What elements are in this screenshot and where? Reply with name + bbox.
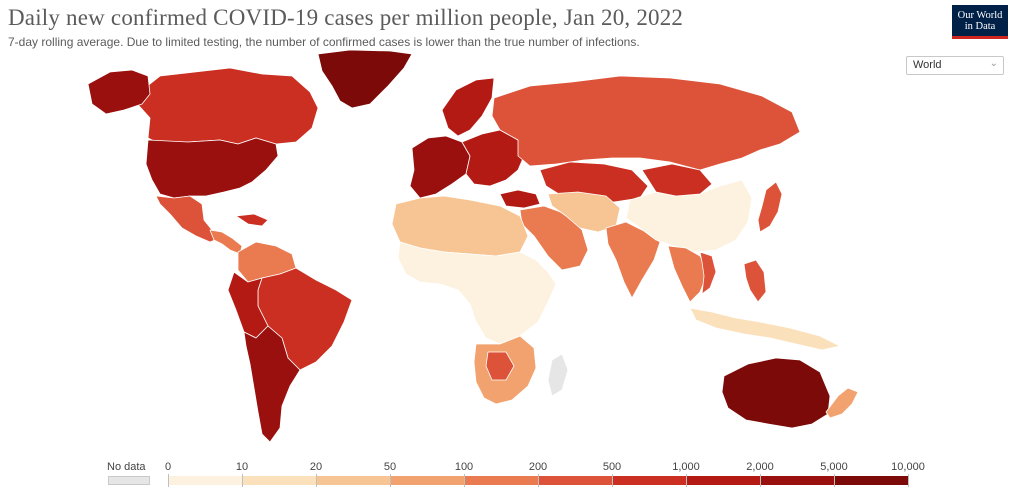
region-sub-saharan-africa[interactable] bbox=[397, 241, 557, 345]
legend-tick-line bbox=[390, 474, 391, 487]
region-select[interactable]: World ⌄ bbox=[906, 56, 1004, 75]
legend-swatch-9 bbox=[834, 476, 908, 485]
region-philippines[interactable] bbox=[743, 259, 767, 303]
region-india[interactable] bbox=[605, 221, 661, 299]
region-southeast-asia[interactable] bbox=[667, 245, 709, 303]
legend-tick-label: 20 bbox=[309, 461, 323, 473]
legend-tick-label: 2,000 bbox=[746, 461, 774, 473]
logo-accent-bar bbox=[952, 36, 1008, 39]
legend-swatch-6 bbox=[612, 476, 686, 485]
region-botswana[interactable] bbox=[485, 351, 515, 381]
legend-tick-line bbox=[538, 474, 539, 487]
logo-line-2: in Data bbox=[964, 21, 996, 32]
logo-line-1: Our World bbox=[957, 10, 1003, 21]
region-argentina-chile[interactable] bbox=[243, 325, 301, 443]
region-turkey[interactable] bbox=[499, 189, 541, 209]
legend-tick-label: 10,000 bbox=[891, 461, 925, 473]
legend-swatch-4 bbox=[464, 476, 538, 485]
chart-subtitle: 7-day rolling average. Due to limited te… bbox=[8, 35, 640, 49]
legend-swatch-7 bbox=[686, 476, 760, 485]
legend-tick-label: 100 bbox=[454, 461, 474, 473]
legend-tick-label: 1,000 bbox=[672, 461, 700, 473]
region-middle-east[interactable] bbox=[519, 205, 589, 271]
legend-tick-line bbox=[686, 474, 687, 487]
region-western-europe[interactable] bbox=[409, 135, 471, 199]
legend-tick-line bbox=[834, 474, 835, 487]
region-new-zealand[interactable] bbox=[825, 387, 859, 419]
region-caribbean[interactable] bbox=[235, 213, 269, 227]
region-alaska[interactable] bbox=[87, 69, 151, 115]
legend-tick-label: 50 bbox=[383, 461, 397, 473]
legend-swatch-2 bbox=[316, 476, 390, 485]
legend-tick-line bbox=[168, 474, 169, 487]
region-canada[interactable] bbox=[131, 67, 319, 145]
legend-tick-line bbox=[908, 474, 909, 487]
chart-title: Daily new confirmed COVID-19 cases per m… bbox=[8, 5, 684, 30]
legend-swatch-8 bbox=[760, 476, 834, 485]
region-madagascar[interactable] bbox=[547, 353, 569, 397]
legend-tick-line bbox=[612, 474, 613, 487]
legend-tick-label: 500 bbox=[602, 461, 622, 473]
legend-tick-line bbox=[242, 474, 243, 487]
region-russia[interactable] bbox=[491, 75, 801, 171]
region-mongolia[interactable] bbox=[641, 163, 713, 197]
legend-swatch-3 bbox=[390, 476, 464, 485]
region-vietnam[interactable] bbox=[699, 251, 717, 295]
color-legend: No data 0 10 20 50 100 200 500 1,000 2,000 5,000 1… bbox=[0, 455, 1016, 493]
legend-tick-line bbox=[464, 474, 465, 487]
region-japan[interactable] bbox=[757, 181, 783, 233]
legend-swatch-1 bbox=[242, 476, 316, 485]
legend-swatch-5 bbox=[538, 476, 612, 485]
region-indonesia[interactable] bbox=[689, 307, 841, 351]
region-united-states[interactable] bbox=[145, 137, 279, 199]
region-eastern-europe[interactable] bbox=[461, 129, 525, 187]
owid-logo[interactable]: Our World in Data bbox=[952, 5, 1008, 39]
no-data-swatch bbox=[108, 476, 150, 485]
region-australia[interactable] bbox=[721, 357, 831, 429]
region-mexico[interactable] bbox=[155, 195, 221, 243]
legend-tick-line bbox=[760, 474, 761, 487]
legend-swatch-0 bbox=[168, 476, 242, 485]
region-central-america[interactable] bbox=[209, 229, 243, 255]
legend-tick-label: 5,000 bbox=[820, 461, 848, 473]
region-select-value: World bbox=[913, 59, 942, 71]
legend-tick-label: 10 bbox=[235, 461, 249, 473]
legend-tick-label: 200 bbox=[528, 461, 548, 473]
chevron-down-icon: ⌄ bbox=[989, 58, 998, 69]
world-map bbox=[87, 49, 859, 443]
region-scandinavia[interactable] bbox=[441, 77, 495, 137]
region-greenland[interactable] bbox=[317, 49, 413, 109]
legend-tick-line bbox=[316, 474, 317, 487]
no-data-label: No data bbox=[107, 461, 146, 473]
legend-tick-label: 0 bbox=[164, 461, 172, 473]
